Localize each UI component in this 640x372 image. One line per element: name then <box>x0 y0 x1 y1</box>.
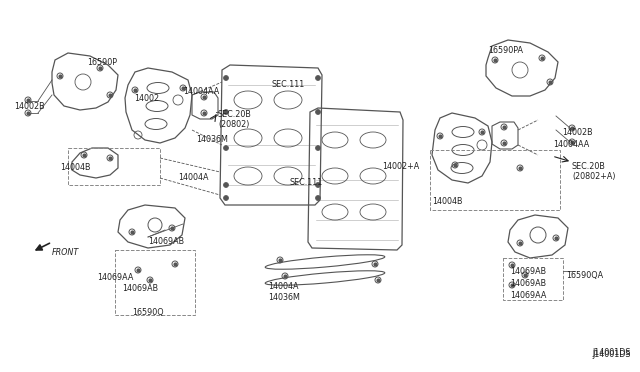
Text: 14069AB: 14069AB <box>122 284 158 293</box>
Text: SEC.111: SEC.111 <box>271 80 304 89</box>
Circle shape <box>316 76 321 80</box>
Text: FRONT: FRONT <box>52 248 79 257</box>
Text: 14002+A: 14002+A <box>382 162 419 171</box>
Text: (20802): (20802) <box>218 120 250 129</box>
Text: 14036M: 14036M <box>268 293 300 302</box>
Text: J14001DS: J14001DS <box>592 350 630 359</box>
Text: 14069AA: 14069AA <box>97 273 133 282</box>
Circle shape <box>316 183 321 187</box>
Text: (20802+A): (20802+A) <box>572 172 616 181</box>
Text: 16590Q: 16590Q <box>132 308 164 317</box>
Bar <box>503 258 563 300</box>
Bar <box>115 250 195 315</box>
Text: 14069AB: 14069AB <box>510 267 546 276</box>
Text: 14069AB: 14069AB <box>510 279 546 288</box>
Text: 14069AB: 14069AB <box>148 237 184 246</box>
Text: 14004B: 14004B <box>60 163 90 172</box>
Text: 14004AA: 14004AA <box>183 87 220 96</box>
Text: 16590P: 16590P <box>87 58 117 67</box>
Text: 14002: 14002 <box>134 94 159 103</box>
Circle shape <box>223 196 228 201</box>
Circle shape <box>223 76 228 80</box>
Text: 14036M: 14036M <box>196 135 228 144</box>
Circle shape <box>223 183 228 187</box>
Text: SEC.20B: SEC.20B <box>218 110 252 119</box>
Text: 14004AA: 14004AA <box>553 140 589 149</box>
Text: SEC.111: SEC.111 <box>290 178 323 187</box>
Text: 16590PA: 16590PA <box>488 46 523 55</box>
Text: 14004A: 14004A <box>178 173 209 182</box>
Text: 14069AA: 14069AA <box>510 291 547 300</box>
Circle shape <box>316 109 321 115</box>
Circle shape <box>223 109 228 115</box>
Circle shape <box>316 196 321 201</box>
Text: 14004B: 14004B <box>432 197 463 206</box>
Circle shape <box>223 145 228 151</box>
Text: J14001DS: J14001DS <box>592 348 630 357</box>
Text: 14002B: 14002B <box>14 102 45 111</box>
Text: 14002B: 14002B <box>562 128 593 137</box>
Text: 16590QA: 16590QA <box>566 271 603 280</box>
Text: 14004A: 14004A <box>268 282 298 291</box>
Bar <box>430 150 560 210</box>
Circle shape <box>316 145 321 151</box>
Bar <box>68 148 160 185</box>
Text: SEC.20B: SEC.20B <box>572 162 606 171</box>
